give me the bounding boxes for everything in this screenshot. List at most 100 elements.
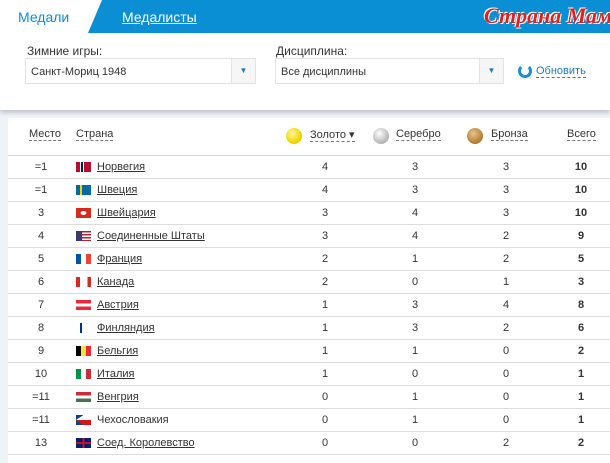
total-count: 1 bbox=[577, 368, 585, 380]
table-row: =11 Венгрия 0 1 0 1 bbox=[8, 386, 610, 409]
country-link[interactable]: Венгрия bbox=[97, 391, 139, 403]
table-row: 8 Финляндия 1 3 2 6 bbox=[8, 317, 610, 340]
rank: =11 bbox=[32, 391, 50, 403]
total-count: 2 bbox=[577, 345, 585, 357]
bronze-count: 0 bbox=[502, 391, 510, 403]
rank: 13 bbox=[34, 437, 48, 449]
bronze-count: 3 bbox=[502, 161, 510, 173]
games-label: Зимние игры: bbox=[27, 44, 103, 58]
austria-flag-icon bbox=[76, 300, 91, 310]
bronze-count: 2 bbox=[502, 322, 510, 334]
uk-flag-icon bbox=[76, 438, 91, 448]
refresh-label: Обновить bbox=[536, 64, 586, 78]
header-gold[interactable]: Золото ▾ bbox=[310, 129, 355, 142]
gold-count: 0 bbox=[321, 414, 329, 426]
discipline-label: Дисциплина: bbox=[276, 44, 348, 58]
france-flag-icon bbox=[76, 254, 91, 264]
tab-medalists[interactable]: Медалисты bbox=[122, 9, 197, 25]
gold-count: 1 bbox=[321, 322, 329, 334]
usa-flag-icon bbox=[76, 231, 91, 241]
silver-count: 3 bbox=[411, 184, 419, 196]
table-row: =11 Чехословакия 0 1 0 1 bbox=[8, 409, 610, 432]
bronze-count: 2 bbox=[502, 230, 510, 242]
silver-count: 1 bbox=[411, 391, 419, 403]
total-count: 6 bbox=[577, 322, 585, 334]
header-rank[interactable]: Место bbox=[29, 128, 61, 141]
total-count: 1 bbox=[577, 391, 585, 403]
country-link[interactable]: Австрия bbox=[97, 299, 139, 311]
gold-count: 2 bbox=[321, 253, 329, 265]
gold-count: 0 bbox=[321, 437, 329, 449]
rank: 6 bbox=[37, 276, 45, 288]
table-row: 7 Австрия 1 3 4 8 bbox=[8, 294, 610, 317]
country-link[interactable]: Финляндия bbox=[97, 322, 155, 334]
tab-medals[interactable]: Медали bbox=[18, 9, 70, 25]
table-row: 3 Швейцария 3 4 3 10 bbox=[8, 202, 610, 225]
bronze-medal-icon bbox=[467, 128, 483, 144]
total-count: 2 bbox=[577, 437, 585, 449]
filter-panel: Зимние игры: Санкт-Мориц 1948 ▼ Дисципли… bbox=[0, 33, 610, 110]
gold-count: 1 bbox=[321, 368, 329, 380]
chevron-down-icon[interactable]: ▼ bbox=[231, 59, 255, 83]
silver-count: 0 bbox=[411, 368, 419, 380]
discipline-value: Все дисциплины bbox=[281, 66, 367, 78]
discipline-select[interactable]: Все дисциплины ▼ bbox=[275, 58, 504, 84]
country-link[interactable]: Италия bbox=[97, 368, 135, 380]
rank: 7 bbox=[37, 299, 45, 311]
silver-count: 3 bbox=[411, 161, 419, 173]
rank: 10 bbox=[34, 368, 48, 380]
country-link[interactable]: Канада bbox=[97, 276, 135, 288]
header-silver[interactable]: Серебро bbox=[396, 128, 441, 141]
bronze-count: 2 bbox=[502, 253, 510, 265]
bronze-count: 4 bbox=[502, 299, 510, 311]
gold-count: 1 bbox=[321, 345, 329, 357]
header-total[interactable]: Всего bbox=[567, 128, 596, 141]
country-link[interactable]: Соединенные Штаты bbox=[97, 230, 205, 242]
rank: =11 bbox=[32, 414, 50, 426]
country-link[interactable]: Норвегия bbox=[97, 161, 146, 173]
games-value: Санкт-Мориц 1948 bbox=[31, 66, 127, 78]
bronze-count: 1 bbox=[502, 276, 510, 288]
norway-flag-icon bbox=[76, 162, 91, 172]
table-row: =1 Швеция 4 3 3 10 bbox=[8, 179, 610, 202]
rank: 3 bbox=[37, 207, 45, 219]
refresh-button[interactable]: Обновить bbox=[518, 64, 586, 78]
silver-count: 4 bbox=[411, 207, 419, 219]
header-country[interactable]: Страна bbox=[76, 128, 114, 141]
refresh-icon bbox=[518, 64, 532, 78]
canada-flag-icon bbox=[76, 277, 91, 287]
bronze-count: 0 bbox=[502, 368, 510, 380]
tab-bar-background bbox=[88, 0, 610, 33]
gold-count: 4 bbox=[321, 184, 329, 196]
silver-count: 1 bbox=[411, 253, 419, 265]
gold-medal-icon bbox=[286, 128, 302, 144]
silver-count: 0 bbox=[411, 276, 419, 288]
games-select[interactable]: Санкт-Мориц 1948 ▼ bbox=[25, 58, 256, 84]
italy-flag-icon bbox=[76, 369, 91, 379]
bronze-count: 2 bbox=[502, 437, 510, 449]
silver-count: 1 bbox=[411, 345, 419, 357]
table-row: 9 Бельгия 1 1 0 2 bbox=[8, 340, 610, 363]
chevron-down-icon[interactable]: ▼ bbox=[479, 59, 503, 83]
finland-flag-icon bbox=[76, 323, 91, 333]
table-row: 10 Италия 1 0 0 1 bbox=[8, 363, 610, 386]
rank: 5 bbox=[37, 253, 45, 265]
country-link[interactable]: Соед. Королевство bbox=[97, 437, 195, 449]
country-link[interactable]: Бельгия bbox=[97, 345, 139, 357]
total-count: 8 bbox=[577, 299, 585, 311]
watermark-logo: Страна Мам bbox=[484, 3, 610, 28]
table-row: =1 Норвегия 4 3 3 10 bbox=[8, 156, 610, 179]
rank: =1 bbox=[34, 161, 48, 173]
total-count: 10 bbox=[574, 184, 588, 196]
header-bronze[interactable]: Бронза bbox=[491, 128, 528, 141]
gold-count: 2 bbox=[321, 276, 329, 288]
country-link[interactable]: Швейцария bbox=[97, 207, 156, 219]
bronze-count: 3 bbox=[502, 184, 510, 196]
country-link[interactable]: Швеция bbox=[97, 184, 138, 196]
hungary-flag-icon bbox=[76, 392, 91, 402]
silver-medal-icon bbox=[373, 128, 389, 144]
tab-bar: Медали Медалисты bbox=[0, 0, 610, 33]
country-link[interactable]: Франция bbox=[97, 253, 143, 265]
table-row: 13 Соед. Королевство 0 0 2 2 bbox=[8, 432, 610, 455]
gold-count: 3 bbox=[321, 207, 329, 219]
